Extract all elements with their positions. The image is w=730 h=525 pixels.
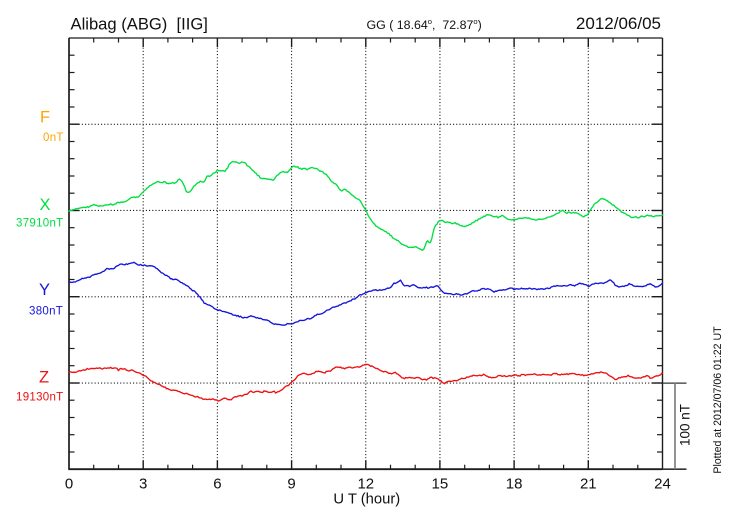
- svg-text:0: 0: [65, 476, 73, 493]
- svg-text:X: X: [40, 196, 51, 214]
- svg-text:24: 24: [654, 476, 671, 493]
- svg-text:Plotted at 2012/07/06 01:22 UT: Plotted at 2012/07/06 01:22 UT: [712, 326, 724, 474]
- svg-text:Y: Y: [39, 281, 50, 299]
- svg-text:19130nT: 19130nT: [16, 391, 64, 403]
- svg-text:100 nT: 100 nT: [677, 404, 692, 446]
- svg-text:37910nT: 37910nT: [16, 217, 64, 229]
- svg-text:Alibag (ABG) [IIG]: Alibag (ABG) [IIG]: [71, 15, 208, 34]
- svg-text:12: 12: [357, 476, 374, 493]
- svg-text:21: 21: [580, 476, 597, 493]
- svg-text:0nT: 0nT: [43, 132, 64, 144]
- svg-text:6: 6: [213, 476, 221, 493]
- svg-text:GG ( 18.64o, 72.87o): GG ( 18.64o, 72.87o): [367, 17, 482, 32]
- svg-text:3: 3: [139, 476, 147, 493]
- svg-text:2012/06/05: 2012/06/05: [576, 14, 661, 33]
- svg-text:15: 15: [432, 476, 449, 493]
- svg-text:9: 9: [287, 476, 295, 493]
- svg-text:18: 18: [506, 476, 523, 493]
- svg-text:F: F: [40, 109, 50, 127]
- svg-text:U T (hour): U T (hour): [333, 491, 400, 507]
- svg-text:380nT: 380nT: [29, 306, 63, 318]
- svg-text:Z: Z: [39, 369, 49, 387]
